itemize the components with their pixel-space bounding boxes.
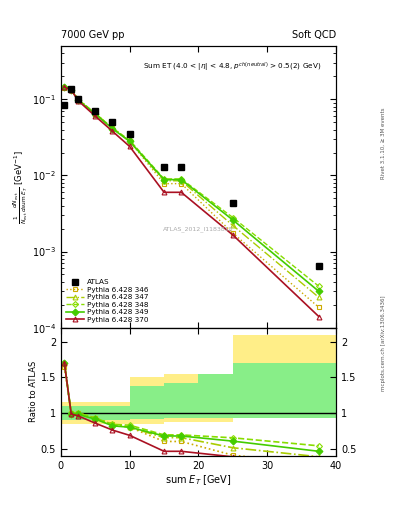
Pythia 6.428 348 xyxy=(93,111,97,117)
Pythia 6.428 347 xyxy=(110,125,115,131)
Pythia 6.428 370 xyxy=(76,98,81,104)
ATLAS xyxy=(62,101,67,108)
Pythia 6.428 348 xyxy=(76,96,81,102)
Line: Pythia 6.428 370: Pythia 6.428 370 xyxy=(62,84,321,319)
Line: ATLAS: ATLAS xyxy=(61,86,322,269)
Pythia 6.428 347 xyxy=(76,96,81,102)
Y-axis label: Ratio to ATLAS: Ratio to ATLAS xyxy=(29,361,38,422)
Legend: ATLAS, Pythia 6.428 346, Pythia 6.428 347, Pythia 6.428 348, Pythia 6.428 349, P: ATLAS, Pythia 6.428 346, Pythia 6.428 34… xyxy=(64,278,150,324)
Pythia 6.428 370 xyxy=(110,128,115,134)
Pythia 6.428 346 xyxy=(69,87,73,93)
Pythia 6.428 348 xyxy=(316,283,321,289)
Pythia 6.428 370 xyxy=(93,113,97,119)
ATLAS xyxy=(69,87,73,93)
Pythia 6.428 347 xyxy=(316,294,321,301)
Pythia 6.428 347 xyxy=(230,222,235,228)
ATLAS xyxy=(230,200,235,206)
Pythia 6.428 348 xyxy=(179,176,184,182)
ATLAS xyxy=(179,164,184,170)
Pythia 6.428 347 xyxy=(127,138,132,144)
Pythia 6.428 347 xyxy=(69,87,73,93)
Pythia 6.428 346 xyxy=(76,96,81,102)
Pythia 6.428 348 xyxy=(127,137,132,143)
ATLAS xyxy=(110,119,115,125)
Pythia 6.428 346 xyxy=(230,230,235,236)
Pythia 6.428 348 xyxy=(230,215,235,221)
Pythia 6.428 349 xyxy=(62,84,67,90)
Pythia 6.428 349 xyxy=(110,126,115,132)
Pythia 6.428 346 xyxy=(127,138,132,144)
Pythia 6.428 370 xyxy=(316,313,321,319)
Pythia 6.428 370 xyxy=(162,189,167,196)
Y-axis label: $\frac{1}{N_\mathrm{evt}}\frac{dN_\mathrm{evt}}{d\mathrm{sum}\,E_T}$ [GeV$^{-1}$: $\frac{1}{N_\mathrm{evt}}\frac{dN_\mathr… xyxy=(12,150,31,224)
Line: Pythia 6.428 346: Pythia 6.428 346 xyxy=(62,86,321,309)
Text: Soft QCD: Soft QCD xyxy=(292,30,336,40)
Text: Sum ET (4.0 < $|\eta|$ < 4.8, $p^{ch(neutral)}$ > 0.5(2) GeV): Sum ET (4.0 < $|\eta|$ < 4.8, $p^{ch(neu… xyxy=(143,60,322,73)
ATLAS xyxy=(76,96,81,102)
Line: Pythia 6.428 349: Pythia 6.428 349 xyxy=(62,84,321,294)
Pythia 6.428 348 xyxy=(162,176,167,182)
Pythia 6.428 346 xyxy=(62,85,67,91)
ATLAS xyxy=(127,131,132,137)
ATLAS xyxy=(93,108,97,114)
Pythia 6.428 346 xyxy=(162,181,167,187)
Pythia 6.428 346 xyxy=(93,111,97,117)
Pythia 6.428 347 xyxy=(162,178,167,184)
Pythia 6.428 370 xyxy=(127,143,132,150)
ATLAS xyxy=(162,164,167,170)
Pythia 6.428 370 xyxy=(62,84,67,90)
Pythia 6.428 349 xyxy=(316,288,321,294)
Line: Pythia 6.428 348: Pythia 6.428 348 xyxy=(62,85,321,288)
Text: Rivet 3.1.10, ≥ 3M events: Rivet 3.1.10, ≥ 3M events xyxy=(381,108,386,179)
Pythia 6.428 347 xyxy=(62,84,67,90)
ATLAS xyxy=(316,263,321,269)
X-axis label: sum $E_T$ [GeV]: sum $E_T$ [GeV] xyxy=(165,473,232,487)
Pythia 6.428 348 xyxy=(69,87,73,93)
Pythia 6.428 348 xyxy=(62,84,67,90)
Pythia 6.428 349 xyxy=(230,217,235,223)
Text: 7000 GeV pp: 7000 GeV pp xyxy=(61,30,125,40)
Pythia 6.428 370 xyxy=(69,87,73,93)
Pythia 6.428 370 xyxy=(230,232,235,238)
Pythia 6.428 349 xyxy=(93,111,97,117)
Pythia 6.428 346 xyxy=(179,181,184,187)
Pythia 6.428 349 xyxy=(127,138,132,144)
Pythia 6.428 349 xyxy=(179,177,184,183)
Pythia 6.428 348 xyxy=(110,125,115,131)
Pythia 6.428 346 xyxy=(110,125,115,131)
Text: ATLAS_2012_I1183818: ATLAS_2012_I1183818 xyxy=(163,226,234,232)
Pythia 6.428 349 xyxy=(76,97,81,103)
Pythia 6.428 347 xyxy=(93,111,97,117)
Text: mcplots.cern.ch [arXiv:1306.3436]: mcplots.cern.ch [arXiv:1306.3436] xyxy=(381,295,386,391)
Pythia 6.428 349 xyxy=(69,87,73,93)
Pythia 6.428 347 xyxy=(179,178,184,184)
Pythia 6.428 370 xyxy=(179,189,184,196)
Pythia 6.428 346 xyxy=(316,304,321,310)
Line: Pythia 6.428 347: Pythia 6.428 347 xyxy=(62,84,321,300)
Pythia 6.428 349 xyxy=(162,177,167,183)
